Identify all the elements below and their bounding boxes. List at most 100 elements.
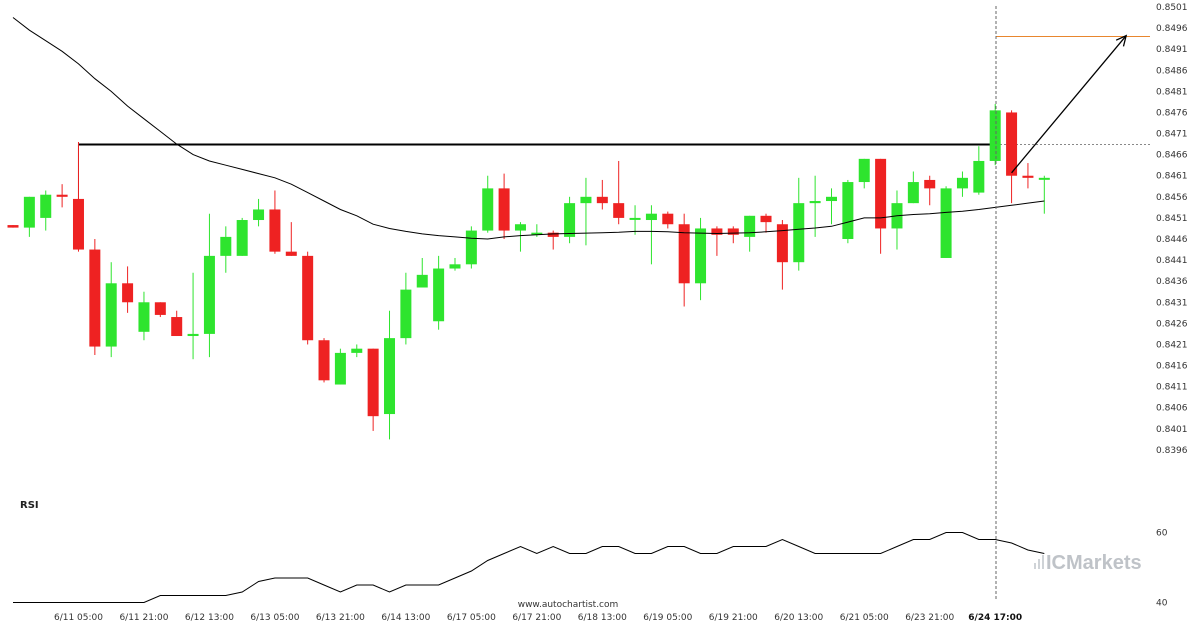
candle-body bbox=[465, 230, 477, 265]
candle bbox=[416, 257, 428, 288]
candle bbox=[1006, 110, 1018, 204]
candle bbox=[433, 255, 445, 330]
candle bbox=[302, 251, 314, 345]
candle bbox=[23, 196, 35, 237]
candle-body bbox=[793, 203, 805, 263]
candle-body bbox=[531, 232, 543, 235]
candle bbox=[400, 272, 412, 345]
candle bbox=[727, 226, 739, 244]
candle-body bbox=[72, 198, 84, 250]
candle bbox=[7, 225, 19, 228]
candle-body bbox=[416, 274, 428, 288]
candle bbox=[318, 338, 330, 383]
candle-body bbox=[351, 348, 363, 353]
price-tick-label: 0.8476 bbox=[1156, 108, 1188, 118]
candle bbox=[122, 266, 134, 313]
price-panel: 0.8501 0.8496 0.8491 0.8486 0.8481 0.8476 0.84… bbox=[7, 3, 1188, 456]
candle-body bbox=[973, 160, 985, 193]
candle bbox=[776, 220, 788, 290]
candle-body bbox=[89, 249, 101, 347]
candle bbox=[187, 272, 199, 360]
candle bbox=[793, 177, 805, 271]
candle bbox=[875, 158, 887, 254]
candle-body bbox=[253, 209, 265, 221]
rsi-line bbox=[13, 532, 1045, 603]
price-tick-label: 0.8411 bbox=[1156, 383, 1188, 393]
candle bbox=[40, 190, 52, 231]
price-tick-label: 0.8451 bbox=[1156, 214, 1188, 224]
time-tick-label: 6/19 05:00 bbox=[643, 613, 692, 623]
candle-body bbox=[809, 201, 821, 204]
candle bbox=[809, 175, 821, 237]
candle bbox=[498, 173, 510, 239]
source-watermark: www.autochartist.com bbox=[518, 600, 619, 610]
price-tick-label: 0.8466 bbox=[1156, 151, 1188, 161]
candle-body bbox=[122, 283, 134, 303]
brand-name: ICMarkets bbox=[1046, 552, 1142, 574]
candle-body bbox=[727, 228, 739, 235]
candle bbox=[285, 222, 297, 256]
time-tick-label: 6/11 21:00 bbox=[119, 613, 168, 623]
candle bbox=[956, 171, 968, 197]
candle-body bbox=[384, 338, 396, 415]
candle bbox=[842, 179, 854, 244]
price-tick-label: 0.8491 bbox=[1156, 45, 1188, 55]
candle bbox=[351, 344, 363, 358]
forecast-arrow-line bbox=[1011, 35, 1127, 174]
candle bbox=[236, 217, 248, 256]
candle bbox=[89, 239, 101, 355]
price-tick-label: 0.8446 bbox=[1156, 235, 1188, 245]
time-tick-label: 6/17 21:00 bbox=[512, 613, 561, 623]
candle bbox=[449, 257, 461, 271]
candle-body bbox=[40, 194, 52, 218]
time-tick-label: 6/18 13:00 bbox=[578, 613, 627, 623]
candle-body bbox=[744, 215, 756, 237]
brand-logo: ICMarkets bbox=[1034, 552, 1142, 574]
moving-average-layer bbox=[12, 17, 1045, 240]
candle bbox=[334, 348, 346, 385]
candle bbox=[1038, 175, 1050, 214]
time-tick-label: 6/12 13:00 bbox=[185, 613, 234, 623]
candle-body bbox=[154, 302, 166, 315]
candle bbox=[105, 262, 117, 358]
candle-body bbox=[956, 177, 968, 189]
moving-average-line bbox=[12, 17, 1045, 240]
candle-body bbox=[760, 215, 772, 223]
candle bbox=[564, 196, 576, 244]
time-tick-label: 6/20 13:00 bbox=[774, 613, 823, 623]
price-tick-label: 0.8441 bbox=[1156, 256, 1188, 266]
candle bbox=[367, 348, 379, 431]
candle-body bbox=[23, 196, 35, 228]
time-tick-label: 6/23 21:00 bbox=[905, 613, 954, 623]
price-tick-label: 0.8486 bbox=[1156, 66, 1188, 76]
price-tick-label: 0.8461 bbox=[1156, 172, 1188, 182]
candle bbox=[482, 175, 494, 233]
candle bbox=[253, 198, 265, 227]
rsi-panel: RSI 60 40 bbox=[13, 500, 1168, 609]
candle bbox=[662, 211, 674, 229]
price-tick-label: 0.8426 bbox=[1156, 319, 1188, 329]
candle-body bbox=[367, 348, 379, 417]
price-tick-label: 0.8456 bbox=[1156, 193, 1188, 203]
candle bbox=[203, 213, 215, 358]
candle bbox=[907, 171, 919, 204]
candle bbox=[72, 141, 84, 252]
candle-body bbox=[924, 179, 936, 189]
rsi-title: RSI bbox=[20, 500, 39, 511]
candle bbox=[826, 188, 837, 225]
candle bbox=[154, 302, 166, 318]
candle-body bbox=[875, 158, 887, 229]
price-tick-label: 0.8471 bbox=[1156, 130, 1188, 140]
candle-body bbox=[826, 196, 837, 202]
candle-body bbox=[662, 213, 674, 225]
candle-body bbox=[629, 217, 641, 220]
candle-body bbox=[220, 236, 232, 256]
time-axis: 6/11 05:00 6/11 21:00 6/12 13:00 6/13 05:00… bbox=[54, 613, 1022, 623]
candle bbox=[1022, 163, 1034, 189]
candle bbox=[56, 184, 68, 208]
rsi-tick-label: 40 bbox=[1156, 599, 1168, 609]
candle-body bbox=[711, 228, 723, 235]
price-tick-label: 0.8481 bbox=[1156, 87, 1188, 97]
candle-body bbox=[285, 251, 297, 256]
price-tick-label: 0.8496 bbox=[1156, 24, 1188, 34]
